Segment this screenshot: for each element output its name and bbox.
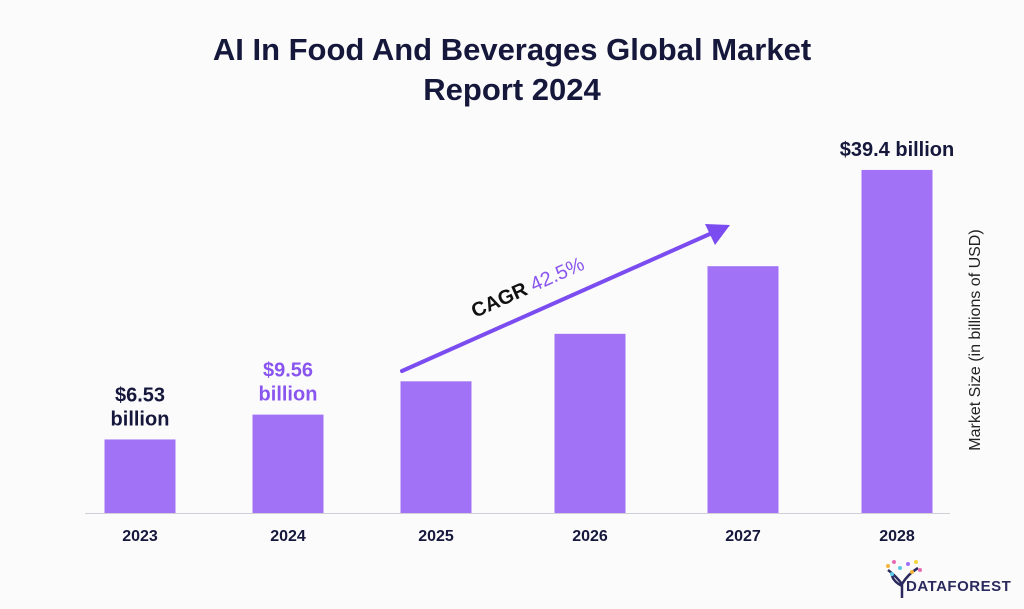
title-line-2: Report 2024 bbox=[423, 72, 601, 107]
bar-2026 bbox=[554, 333, 626, 513]
cagr-annotation: CAGR 42.5% bbox=[468, 253, 588, 322]
title-line-1: AI In Food And Beverages Global Market bbox=[212, 32, 812, 67]
bar-2023 bbox=[104, 439, 176, 513]
x-tick-label: 2027 bbox=[725, 528, 761, 545]
x-tick-label: 2024 bbox=[270, 528, 306, 545]
x-tick-label: 2025 bbox=[418, 528, 454, 545]
data-label: billion bbox=[111, 408, 170, 430]
bar-2024 bbox=[252, 414, 324, 513]
chart-title: AI In Food And Beverages Global Market R… bbox=[0, 30, 1024, 110]
cagr-value: 42.5% bbox=[527, 253, 588, 296]
bar-2027 bbox=[707, 266, 779, 513]
logo-text: DATAFOREST bbox=[906, 578, 1012, 595]
cagr-arrow-head-icon bbox=[705, 224, 730, 245]
x-tick-label: 2028 bbox=[879, 528, 915, 545]
data-label: $9.56 bbox=[263, 360, 313, 382]
tree-logo-icon bbox=[886, 560, 922, 598]
x-tick-label: 2026 bbox=[572, 528, 608, 545]
data-label: $6.53 bbox=[115, 384, 165, 406]
bar-2028 bbox=[861, 169, 933, 514]
y-axis-label: Market Size (in billions of USD) bbox=[967, 229, 984, 451]
dataforest-logo: DATAFOREST bbox=[884, 556, 1014, 600]
bar-2025 bbox=[400, 381, 472, 513]
cagr-arrow-line bbox=[400, 231, 714, 373]
data-label: $39.4 billion bbox=[840, 139, 954, 161]
x-tick-label: 2023 bbox=[122, 528, 158, 545]
data-label: billion bbox=[259, 384, 318, 406]
